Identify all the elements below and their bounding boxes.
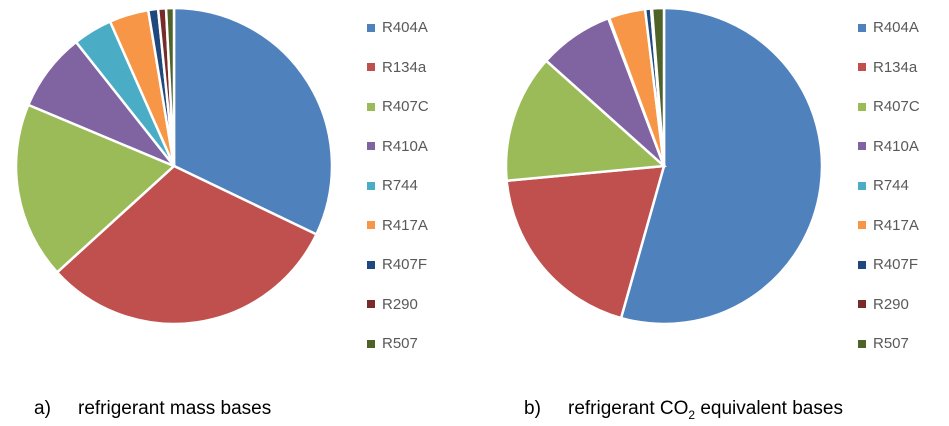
legend-swatch	[367, 23, 375, 32]
legend-item: R417A	[367, 206, 429, 246]
legend-item: R507	[858, 324, 920, 364]
legend-swatch	[367, 260, 375, 269]
legend-swatch	[367, 63, 375, 72]
caption-a-letter: a)	[34, 398, 51, 419]
caption-b-text: refrigerant CO	[568, 398, 689, 419]
legend-swatch	[858, 23, 866, 32]
legend-item: R417A	[858, 206, 920, 246]
legend-item: R407C	[858, 87, 920, 127]
legend-swatch	[367, 142, 375, 151]
legend-label: R407F	[382, 256, 428, 274]
legend-label: R134a	[382, 58, 427, 76]
pie-slice-r507	[164, 6, 176, 167]
legend-label: R744	[382, 177, 418, 195]
legend-swatch	[367, 221, 375, 230]
pie-slice-r507	[650, 6, 666, 167]
legend-label: R290	[382, 295, 418, 313]
legend-label: R410A	[873, 137, 919, 155]
legend-item: R290	[367, 285, 429, 325]
legend-swatch	[858, 260, 866, 269]
legend-swatch	[367, 339, 375, 348]
legend-label: R407F	[873, 256, 919, 274]
legend-item: R134a	[858, 48, 920, 88]
pie-slice-r134a	[505, 164, 666, 320]
pie-slice-r407c	[14, 103, 177, 275]
legend-label: R410A	[382, 137, 428, 155]
legend-label: R417A	[382, 216, 428, 234]
legend-swatch	[858, 142, 866, 151]
caption-b-letter: b)	[524, 398, 541, 419]
pie-slice-r404a	[172, 6, 334, 237]
legend-item: R404A	[367, 8, 429, 48]
caption-a: a) refrigerant mass bases	[34, 398, 271, 420]
pie-slice-r404a	[619, 6, 824, 326]
legend-label: R417A	[873, 216, 919, 234]
legend-label: R507	[873, 335, 909, 353]
legend-swatch	[367, 181, 375, 190]
legend-swatch	[858, 181, 866, 190]
pie-slice-r407c	[504, 58, 667, 183]
legend-swatch	[858, 63, 866, 72]
legend-b: R404A R134a R407C R410A R744 R417A R407F R290 R5…	[858, 8, 920, 364]
legend-label: R290	[873, 295, 909, 313]
caption-a-text: refrigerant mass bases	[78, 398, 272, 419]
legend-label: R744	[873, 177, 909, 195]
pie-slice-r134a	[55, 164, 319, 326]
caption-b: b) refrigerant CO2 equivalent bases	[524, 398, 843, 422]
legend-item: R134a	[367, 48, 429, 88]
legend-swatch	[858, 221, 866, 230]
legend-swatch	[858, 339, 866, 348]
legend-swatch	[858, 102, 866, 111]
caption-b-text-end: equivalent bases	[695, 398, 843, 419]
legend-item: R410A	[858, 127, 920, 167]
legend-item: R407F	[367, 245, 429, 285]
legend-item: R404A	[858, 8, 920, 48]
legend-label: R507	[382, 335, 418, 353]
legend-item: R744	[858, 166, 920, 206]
legend-swatch	[367, 102, 375, 111]
legend-label: R134a	[873, 58, 918, 76]
legend-item: R507	[367, 324, 429, 364]
legend-item: R410A	[367, 127, 429, 167]
legend-item: R744	[367, 166, 429, 206]
legend-swatch	[858, 300, 866, 309]
legend-label: R404A	[873, 19, 919, 37]
legend-label: R407C	[382, 98, 429, 116]
legend-item: R407C	[367, 87, 429, 127]
legend-item: R290	[858, 285, 920, 325]
legend-label: R407C	[873, 98, 920, 116]
legend-a: R404A R134a R407C R410A R744 R417A R407F R290 R5…	[367, 8, 429, 364]
legend-swatch	[367, 300, 375, 309]
legend-item: R407F	[858, 245, 920, 285]
legend-label: R404A	[382, 19, 428, 37]
caption-b-subscript: 2	[688, 407, 696, 422]
